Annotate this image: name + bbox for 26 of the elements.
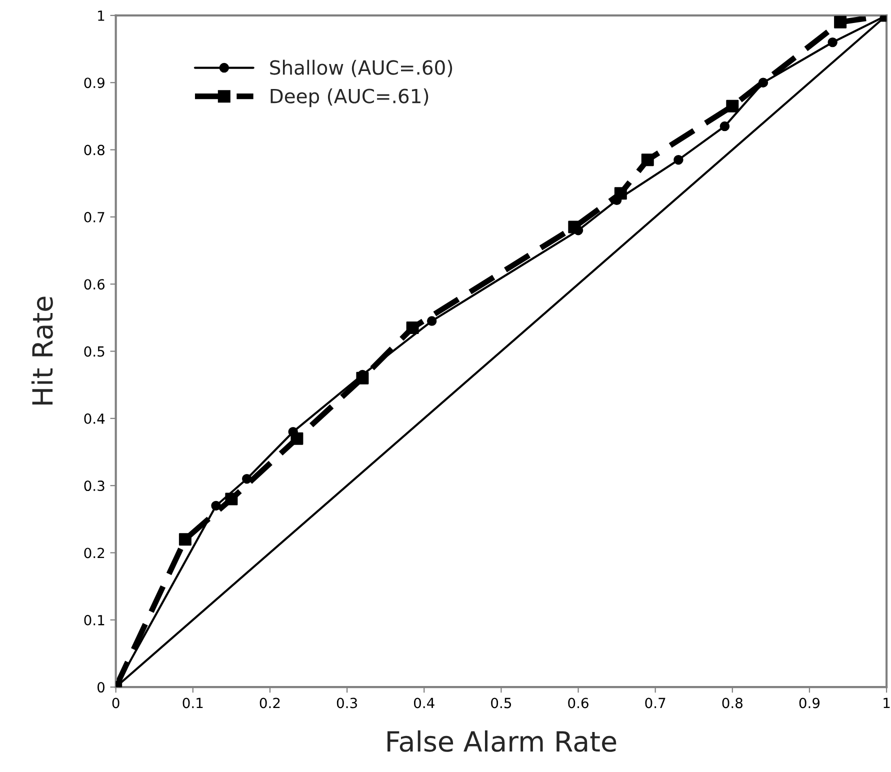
x-tick-label: 0.2 (260, 698, 280, 708)
x-tick-label: 0.1 (182, 698, 203, 708)
x-tick-label: 0.7 (645, 698, 666, 708)
y-tick-label: 1 (98, 10, 104, 21)
x-tick-label: 0.3 (336, 698, 357, 708)
y-tick-label: 0.4 (84, 413, 105, 424)
y-tick-label: 0.6 (84, 279, 105, 290)
x-tick-label: 0 (112, 698, 120, 708)
y-tick-label: 0.9 (84, 78, 104, 88)
legend-label: Deep (AUC=.61) (270, 88, 428, 108)
x-tick-label: 0.8 (722, 698, 742, 708)
legend-label: Shallow (AUC=.60) (270, 60, 452, 78)
x-tick-label: 0.4 (414, 698, 434, 708)
y-axis-title: Hit Rate (31, 296, 53, 405)
y-tick-label: 0 (97, 682, 104, 693)
x-tick-label: 0.9 (799, 698, 820, 708)
y-tick-label: 0.5 (84, 346, 104, 357)
y-tick-label: 0.1 (84, 614, 104, 626)
x-tick-label: 0.6 (568, 698, 588, 708)
x-tick-label: 1 (884, 698, 890, 708)
y-tick-label: 0.2 (84, 548, 104, 558)
y-tick-label: 0.3 (84, 480, 104, 492)
x-tick-label: 0.5 (491, 698, 512, 708)
x-axis-title: False Alarm Rate (388, 730, 616, 752)
y-tick-label: 0.7 (84, 212, 104, 222)
y-tick-label: 0.8 (84, 144, 104, 156)
